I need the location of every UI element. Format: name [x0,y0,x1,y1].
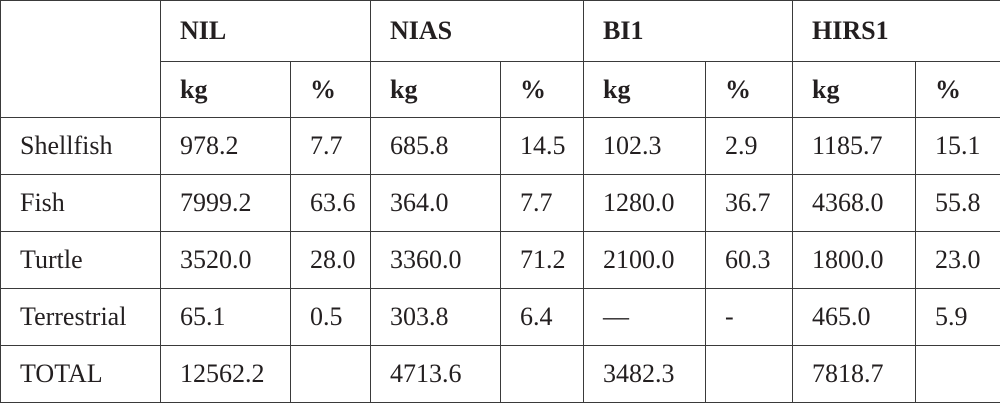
empty-cell [705,345,794,403]
data-cell: 303.8 [370,288,501,346]
data-cell: 1185.7 [792,117,917,175]
sub-header: % [705,61,794,118]
group-header: NIAS [369,0,585,62]
corner-cell [0,0,161,118]
sub-header: kg [160,61,291,118]
data-cell: 4713.6 [370,345,501,403]
table-row: Turtle 3520.0 28.0 3360.0 71.2 2100.0 60.3 1800… [0,231,1000,289]
data-cell: 23.0 [915,231,1000,289]
empty-cell [915,345,1000,403]
empty-cell [290,345,371,403]
data-cell: 2.9 [705,117,794,175]
table-row: Shellfish 978.2 7.7 685.8 14.5 102.3 2.9 1185.7… [0,117,1000,175]
table-row: Fish 7999.2 63.6 364.0 7.7 1280.0 36.7 4368.0 55… [0,174,1000,232]
data-cell: 102.3 [583,117,707,175]
table-row: TOTAL 12562.2 4713.6 3482.3 7818.7 [0,345,1000,403]
data-cell: 6.4 [499,288,585,346]
sub-header: % [915,61,1000,118]
table-row: Terrestrial 65.1 0.5 303.8 6.4— -465.0 5.9 [0,288,1000,346]
data-cell: 3360.0 [370,231,501,289]
data-cell: 4368.0 [792,174,917,232]
row-label: Shellfish [0,117,161,175]
row-label: TOTAL [0,345,161,403]
data-cell: 14.5 [499,117,585,175]
table-row: NIL NIAS BI1 HIRS1 [0,0,1000,118]
data-cell: 3520.0 [160,231,291,289]
data-cell: 60.3 [705,231,794,289]
data-cell: 5.9 [915,288,1000,346]
data-cell: 465.0 [792,288,917,346]
data-cell: 65.1 [160,288,291,346]
data-cell: 7999.2 [160,174,291,232]
group-header: NIL [160,0,371,62]
data-cell: 12562.2 [160,345,291,403]
row-label: Turtle [0,231,161,289]
data-cell: 1800.0 [792,231,917,289]
row-label: Fish [0,174,161,232]
row-label: Terrestrial [0,288,161,346]
group-header: HIRS1 [792,0,1000,62]
data-cell: 1280.0 [583,174,707,232]
sub-header: kg [370,61,501,118]
data-cell: 55.8 [915,174,1000,232]
data-cell: 28.0 [290,231,371,289]
data-cell: 7818.7 [792,345,917,403]
data-cell: 978.2 [160,117,291,175]
data-cell: 685.8 [370,117,501,175]
data-cell: 7.7 [499,174,585,232]
sub-header: kg [583,61,707,118]
data-cell: 2100.0 [583,231,707,289]
data-cell: 0.5 [290,288,371,346]
data-cell: 36.7 [705,174,794,232]
data-cell: 63.6 [290,174,371,232]
data-cell: 15.1 [915,117,1000,175]
sub-header: % [499,61,585,118]
sub-header: kg [792,61,917,118]
group-header: BI1 [583,0,794,62]
data-cell: 364.0 [370,174,501,232]
data-cell: 3482.3 [583,345,707,403]
data-cell: 71.2 [499,231,585,289]
empty-cell [499,345,585,403]
sub-header: % [290,61,371,118]
data-cell: - [705,288,794,346]
data-cell: 7.7 [290,117,371,175]
data-cell: — [583,288,707,346]
